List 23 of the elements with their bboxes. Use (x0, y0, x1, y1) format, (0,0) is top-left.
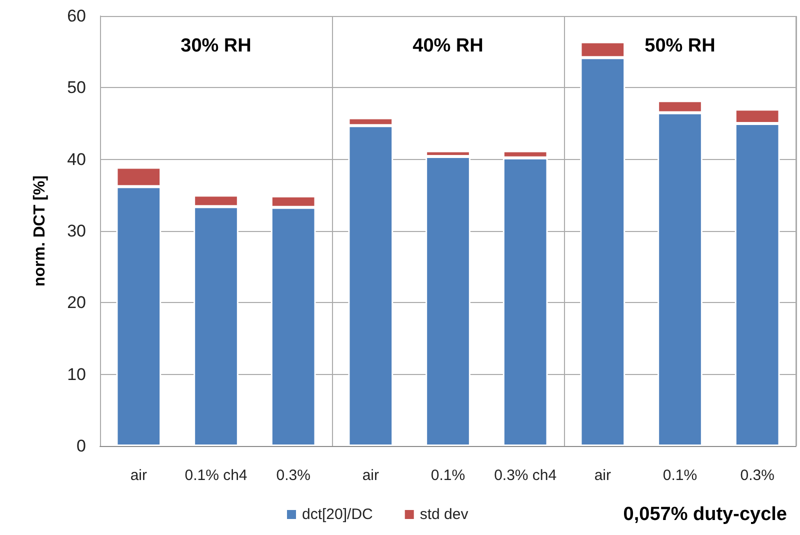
y-tick-label: 40 (67, 150, 86, 169)
x-tick-label: 0.3% (740, 467, 774, 484)
text: 0,057% duty-cycle (623, 504, 788, 525)
x-tick-label: air (362, 467, 380, 484)
y-axis-title: norm. DCT [%] (32, 175, 48, 287)
x-tick-label: 0.1% ch4 (184, 467, 248, 484)
y-tick-label: 0 (76, 436, 86, 456)
x-tick-label: 0.1% (662, 467, 698, 484)
legend-label: std dev (420, 506, 469, 523)
x-tick-label: 0.1% (430, 467, 466, 484)
y-tick-label: 60 (67, 6, 86, 26)
annotation: 40% RH (412, 36, 484, 56)
y-tick-label: 10 (67, 364, 86, 384)
x-tick-label: 0.3% (276, 467, 310, 484)
annotation: 30% RH (180, 36, 252, 56)
annotation: 50% RH (644, 36, 716, 56)
x-tick-label: air (130, 467, 148, 484)
x-tick-label: air (594, 467, 612, 484)
y-tick-label: 30 (67, 222, 86, 240)
legend-label: dct[20]/DC (302, 506, 374, 523)
y-tick-label: 20 (67, 293, 86, 312)
x-tick-label: 0.3% ch4 (494, 467, 557, 484)
y-tick-label: 50 (67, 78, 86, 98)
